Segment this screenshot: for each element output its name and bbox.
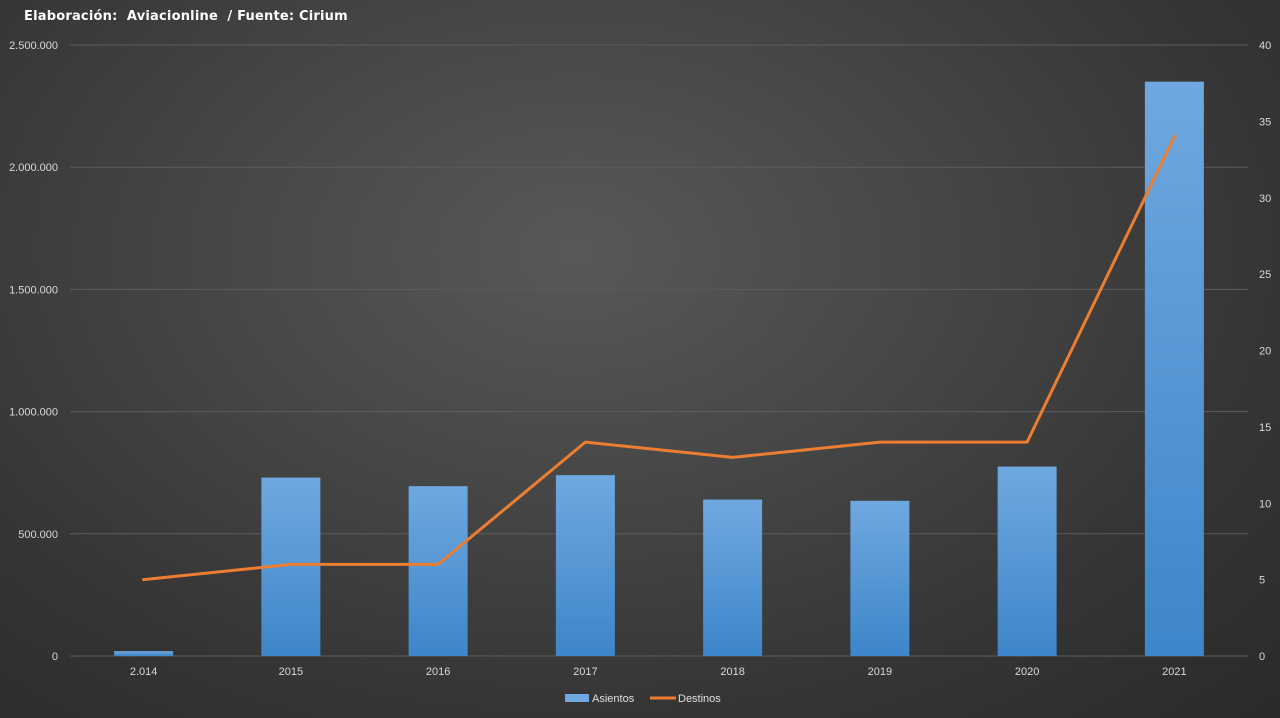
legend-swatch-asientos xyxy=(565,694,589,702)
x-axis-tick-label: 2.014 xyxy=(130,666,158,678)
chart-title: Elaboración: Aviacionline / Fuente: Ciri… xyxy=(24,9,348,24)
x-axis-tick-label: 2021 xyxy=(1162,666,1186,678)
bar-asientos-2019 xyxy=(850,500,910,656)
x-axis-tick-label: 2019 xyxy=(868,666,892,678)
left-axis-tick-label: 500.000 xyxy=(18,529,58,541)
legend-label-asientos: Asientos xyxy=(592,693,635,705)
legend: Asientos Destinos xyxy=(565,693,721,705)
bar-asientos-2021 xyxy=(1144,81,1204,656)
right-axis-tick-label: 5 xyxy=(1259,575,1265,587)
x-axis-labels: 2.014 2015 2016 2017 2018 2019 2020 2021 xyxy=(130,666,1187,678)
right-axis-tick-label: 10 xyxy=(1259,498,1271,510)
bar-asientos-2020 xyxy=(997,466,1057,656)
right-axis-tick-label: 30 xyxy=(1259,193,1271,205)
left-axis-labels: 0 500.000 1.000.000 1.500.000 2.000.000 2.500… xyxy=(9,40,58,663)
right-axis-labels: 0 5 10 15 20 25 30 35 40 xyxy=(1259,40,1271,663)
legend-label-destinos: Destinos xyxy=(678,693,721,705)
right-axis-tick-label: 15 xyxy=(1259,422,1271,434)
bar-asientos-2017 xyxy=(555,475,615,656)
x-axis-tick-label: 2016 xyxy=(426,666,450,678)
left-axis-tick-label: 2.000.000 xyxy=(9,162,58,174)
destinos-line xyxy=(142,135,1176,582)
bar-asientos-2018 xyxy=(703,499,763,656)
x-axis-tick-label: 2018 xyxy=(720,666,744,678)
right-axis-tick-label: 20 xyxy=(1259,346,1271,358)
x-axis-tick-label: 2015 xyxy=(279,666,303,678)
right-axis-tick-label: 40 xyxy=(1259,40,1271,52)
x-axis-tick-label: 2020 xyxy=(1015,666,1039,678)
destinos-line-layer xyxy=(142,135,1176,582)
left-axis-tick-label: 1.000.000 xyxy=(9,407,58,419)
x-axis-tick-label: 2017 xyxy=(573,666,597,678)
bar-asientos-2016 xyxy=(408,486,468,656)
left-axis-tick-label: 2.500.000 xyxy=(9,40,58,52)
right-axis-tick-label: 25 xyxy=(1259,269,1271,281)
left-axis-tick-label: 0 xyxy=(52,651,58,663)
asientos-bars xyxy=(114,81,1204,656)
right-axis-tick-label: 35 xyxy=(1259,116,1271,128)
left-axis-tick-label: 1.500.000 xyxy=(9,284,58,296)
bar-asientos-2.014 xyxy=(114,651,174,656)
right-axis-tick-label: 0 xyxy=(1259,651,1265,663)
